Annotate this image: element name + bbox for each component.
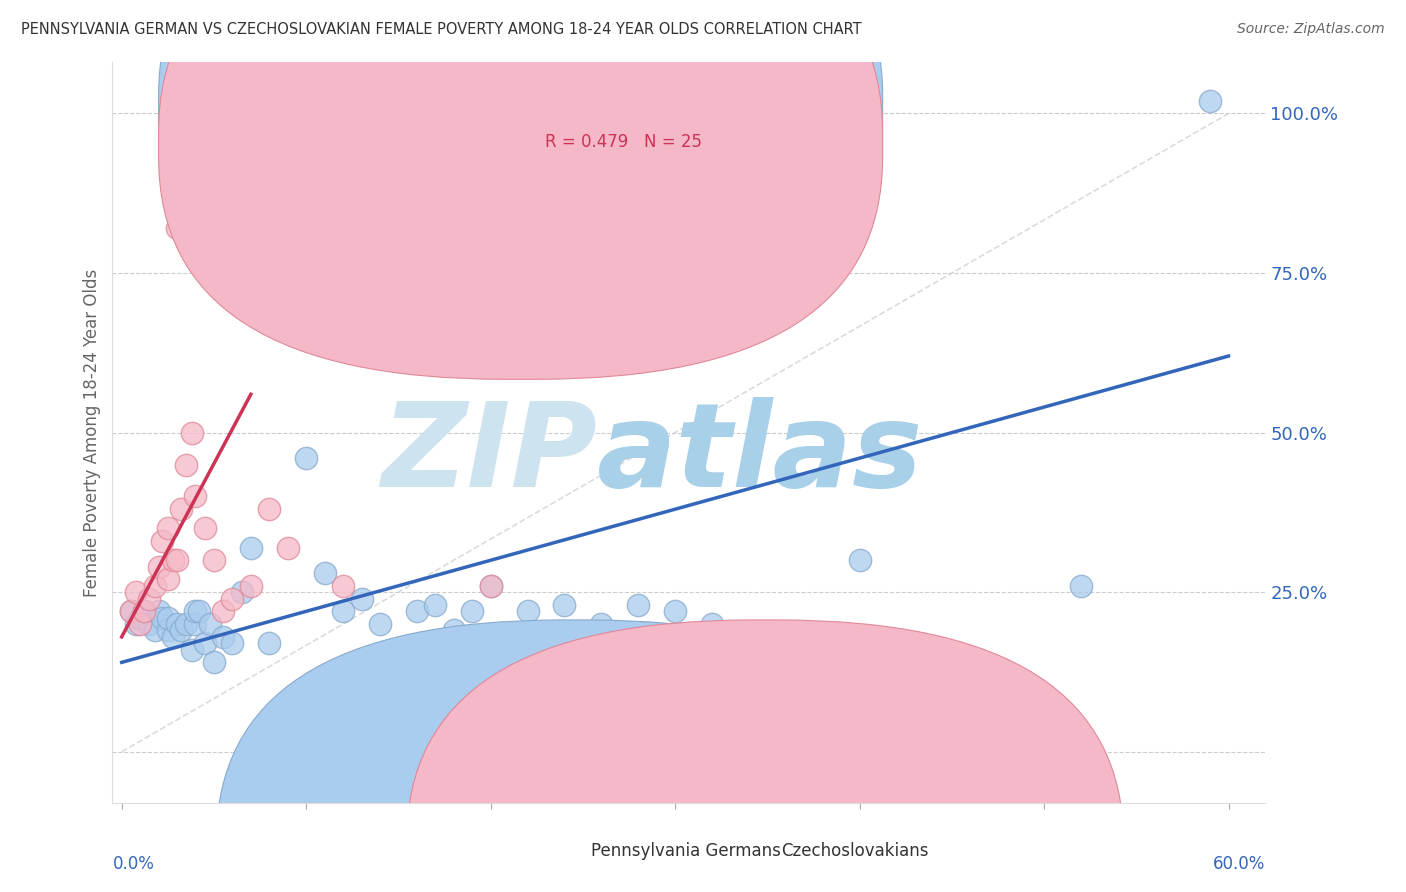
Point [156,573,179,587]
Point [212,604,235,618]
Point [591,617,613,632]
FancyBboxPatch shape [217,620,934,892]
Point [959,662,981,676]
Point [156,521,179,535]
Point [125,617,148,632]
Point [200,617,222,632]
Point [259,636,281,650]
Point [156,624,179,638]
Point [170,624,193,638]
Point [138,617,160,632]
Point [180,642,202,657]
Point [166,617,188,632]
Point [627,598,650,612]
Point [461,604,484,618]
Text: PENNSYLVANIA GERMAN VS CZECHOSLOVAKIAN FEMALE POVERTY AMONG 18-24 YEAR OLDS CORR: PENNSYLVANIA GERMAN VS CZECHOSLOVAKIAN F… [21,22,862,37]
Point [848,553,870,567]
Point [138,591,160,606]
Point [156,611,179,625]
FancyBboxPatch shape [481,78,782,178]
Point [332,604,354,618]
Point [553,598,575,612]
Text: Czechoslovakians: Czechoslovakians [782,842,929,860]
Point [162,553,184,567]
Point [479,579,502,593]
Point [148,604,170,618]
Point [295,451,318,466]
Point [166,553,188,567]
Point [332,579,354,593]
Point [277,298,299,312]
Point [202,553,225,567]
Point [1070,579,1092,593]
FancyBboxPatch shape [159,0,883,343]
Point [221,636,243,650]
Point [277,541,299,555]
Text: R = 0.479   N = 25: R = 0.479 N = 25 [546,134,702,152]
Point [170,502,193,516]
Point [775,681,797,695]
Text: R = 0.390   N = 48: R = 0.390 N = 48 [546,96,702,114]
Point [143,579,166,593]
Point [148,559,170,574]
Text: 0.0%: 0.0% [112,855,155,872]
Text: Source: ZipAtlas.com: Source: ZipAtlas.com [1237,22,1385,37]
Point [188,604,211,618]
Point [150,534,173,549]
Point [368,617,391,632]
Point [314,566,336,580]
Point [443,624,465,638]
Point [129,617,152,632]
FancyBboxPatch shape [159,0,883,379]
Point [700,617,723,632]
Text: atlas: atlas [596,397,924,512]
Point [202,656,225,670]
Point [184,604,207,618]
Point [405,604,427,618]
Point [184,617,207,632]
Point [150,611,173,625]
Point [174,617,197,632]
Point [162,630,184,644]
Point [350,591,373,606]
Point [143,624,166,638]
Point [184,490,207,504]
Point [425,598,447,612]
Point [174,458,197,472]
Point [120,604,142,618]
FancyBboxPatch shape [406,620,1123,892]
Y-axis label: Female Poverty Among 18-24 Year Olds: Female Poverty Among 18-24 Year Olds [83,268,101,597]
Text: 60.0%: 60.0% [1213,855,1265,872]
Point [239,579,262,593]
Point [125,585,148,599]
Point [664,604,686,618]
Point [231,585,253,599]
Text: Pennsylvania Germans: Pennsylvania Germans [591,842,780,860]
Point [259,502,281,516]
Point [132,604,155,618]
Point [129,611,152,625]
Point [166,221,188,235]
Point [194,636,217,650]
Point [1199,94,1222,108]
Text: ZIP: ZIP [381,397,596,512]
Point [120,604,142,618]
Point [212,630,235,644]
Point [221,591,243,606]
Point [132,604,155,618]
Point [516,604,538,618]
Point [479,579,502,593]
Point [239,541,262,555]
Point [194,521,217,535]
Point [180,425,202,440]
